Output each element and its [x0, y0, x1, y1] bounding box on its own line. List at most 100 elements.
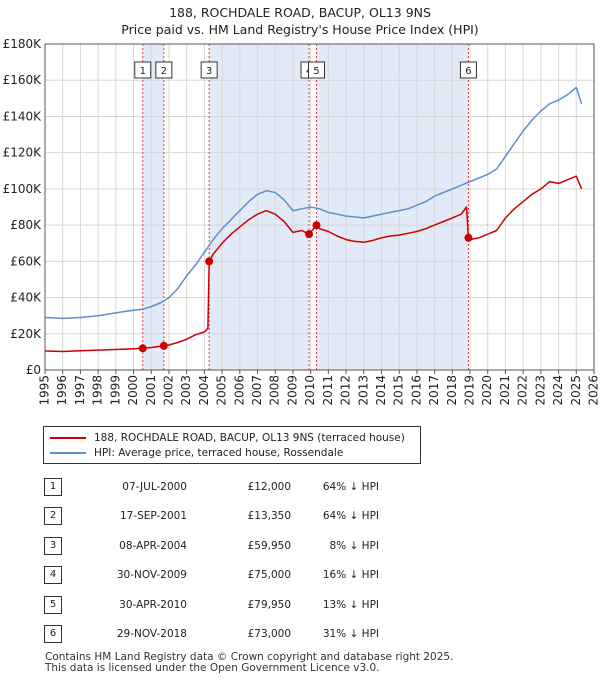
x-tick-label: 2013: [356, 375, 370, 406]
x-tick-label: 1998: [91, 375, 105, 406]
sale-number-box: [307, 61, 325, 79]
sale-hpi-diff: 16% ↓ HPI: [322, 569, 379, 582]
sales-row: 4 30-NOV-2009 £75,000 16% ↓ HPI: [38, 561, 379, 591]
y-tick-label: £60K: [10, 254, 42, 268]
sales-row: 5 30-APR-2010 £79,950 13% ↓ HPI: [38, 590, 379, 620]
x-tick-label: 2001: [144, 375, 158, 406]
sale-number-badge: 3: [44, 536, 62, 555]
x-tick-label: 1995: [38, 375, 52, 406]
sale-number-label: 3: [206, 66, 212, 77]
x-tick-label: 2021: [498, 375, 512, 406]
legend-swatch-hpi: [50, 452, 86, 454]
footer-line-1: Contains HM Land Registry data © Crown c…: [45, 651, 454, 663]
sales-row: 1 07-JUL-2000 £12,000 64% ↓ HPI: [38, 472, 379, 502]
x-tick-label: 2008: [268, 375, 282, 406]
sale-hpi-diff: 64% ↓ HPI: [322, 510, 379, 523]
sale-date: 29-NOV-2018: [116, 628, 187, 641]
x-tick-label: 2000: [126, 375, 140, 406]
sale-point: [464, 233, 473, 242]
y-tick-label: £140K: [3, 109, 43, 123]
x-tick-label: 2026: [587, 375, 600, 406]
footer: Contains HM Land Registry data © Crown c…: [45, 652, 453, 674]
sale-number-label: 6: [465, 66, 471, 77]
x-tick-label: 2010: [303, 375, 317, 406]
x-tick-label: 2023: [533, 375, 547, 406]
sale-number-cell: 2: [38, 502, 62, 532]
footer-line-2: This data is licensed under the Open Gov…: [45, 662, 380, 674]
x-tick-label: 2015: [392, 375, 406, 406]
plot-border: [44, 43, 595, 371]
legend-item-hpi: HPI: Average price, terraced house, Ross…: [50, 446, 343, 460]
ownership-band: [316, 44, 469, 370]
sale-number-box: [155, 61, 173, 79]
y-tick-label: £80K: [10, 218, 42, 232]
sale-number-cell: 5: [38, 590, 62, 620]
sale-hpi-diff: 13% ↓ HPI: [322, 598, 379, 611]
x-tick-label: 2024: [551, 375, 565, 406]
hpi-line: [44, 86, 583, 320]
x-tick-label: 1996: [55, 375, 69, 406]
x-tick-label: 1997: [73, 375, 87, 406]
legend: 188, ROCHDALE ROAD, BACUP, OL13 9NS (ter…: [43, 426, 421, 464]
sales-table: 1 07-JUL-2000 £12,000 64% ↓ HPI 2 17-SEP-2001…: [38, 472, 379, 649]
x-tick-label: 2011: [321, 375, 335, 406]
sale-point: [312, 221, 321, 230]
sale-number-cell: 4: [38, 561, 62, 591]
legend-swatch-property: [50, 437, 86, 439]
sale-number-box: [200, 61, 218, 79]
x-tick-label: 2009: [285, 375, 299, 406]
sale-date: 30-NOV-2009: [116, 569, 187, 582]
sale-price: £75,000: [247, 569, 291, 582]
sale-date: 08-APR-2004: [119, 539, 187, 552]
x-tick-label: 2012: [339, 375, 353, 406]
sale-hpi-diff: 8% ↓ HPI: [329, 539, 379, 552]
title-line-1: 188, ROCHDALE ROAD, BACUP, OL13 9NS: [169, 5, 431, 20]
x-tick-label: 2019: [463, 375, 477, 406]
sale-point: [138, 344, 147, 353]
sale-number-cell: 6: [38, 620, 62, 650]
x-tick-label: 2003: [179, 375, 193, 406]
y-tick-label: £20K: [10, 327, 42, 341]
sales-row: 2 17-SEP-2001 £13,350 64% ↓ HPI: [38, 502, 379, 532]
x-tick-label: 2022: [516, 375, 530, 406]
sale-point: [205, 257, 214, 266]
x-tick-label: 2007: [250, 375, 264, 406]
sale-point: [305, 230, 314, 239]
sales-row: 3 08-APR-2004 £59,950 8% ↓ HPI: [38, 531, 379, 561]
sale-price: £13,350: [247, 510, 291, 523]
sales-row: 6 29-NOV-2018 £73,000 31% ↓ HPI: [38, 620, 379, 650]
x-tick-label: 2020: [480, 375, 494, 406]
y-tick-label: £180K: [3, 37, 43, 51]
y-tick-label: £100K: [3, 182, 43, 196]
sale-number-badge: 6: [44, 625, 62, 644]
sale-number-box: [134, 61, 152, 79]
sale-number-label: 1: [140, 66, 146, 77]
price-chart: £0 £20K £40K £60K £80K £100K £120K £140K £160K £1…: [3, 37, 600, 406]
ownership-band: [142, 44, 164, 370]
y-tick-label: £160K: [3, 73, 43, 87]
legend-label-hpi: HPI: Average price, terraced house, Ross…: [94, 447, 344, 459]
sale-price: £79,950: [247, 598, 291, 611]
sale-hpi-diff: 64% ↓ HPI: [322, 480, 379, 493]
sale-number-badge: 4: [44, 566, 62, 585]
sale-date: 17-SEP-2001: [119, 510, 187, 523]
x-tick-label: 2025: [569, 375, 583, 406]
sale-number-cell: 3: [38, 531, 62, 561]
sale-price: £73,000: [247, 628, 291, 641]
sale-date: 30-APR-2010: [119, 598, 187, 611]
chart-title: 188, ROCHDALE ROAD, BACUP, OL13 9NS Pric…: [0, 4, 600, 38]
x-tick-label: 2002: [161, 375, 175, 406]
property-price-line: [44, 175, 583, 353]
sale-date: 07-JUL-2000: [122, 480, 187, 493]
sale-number-label: 2: [161, 66, 167, 77]
sale-number-badge: 5: [44, 595, 62, 614]
legend-label-property: 188, ROCHDALE ROAD, BACUP, OL13 9NS (ter…: [94, 432, 405, 444]
ownership-band: [209, 44, 310, 370]
sale-price: £59,950: [247, 539, 291, 552]
sale-point: [159, 341, 168, 350]
x-tick-label: 2005: [215, 375, 229, 406]
sale-hpi-diff: 31% ↓ HPI: [322, 628, 379, 641]
x-tick-label: 2016: [409, 375, 423, 406]
x-tick-label: 2018: [445, 375, 459, 406]
sale-number-badge: 2: [44, 507, 62, 526]
